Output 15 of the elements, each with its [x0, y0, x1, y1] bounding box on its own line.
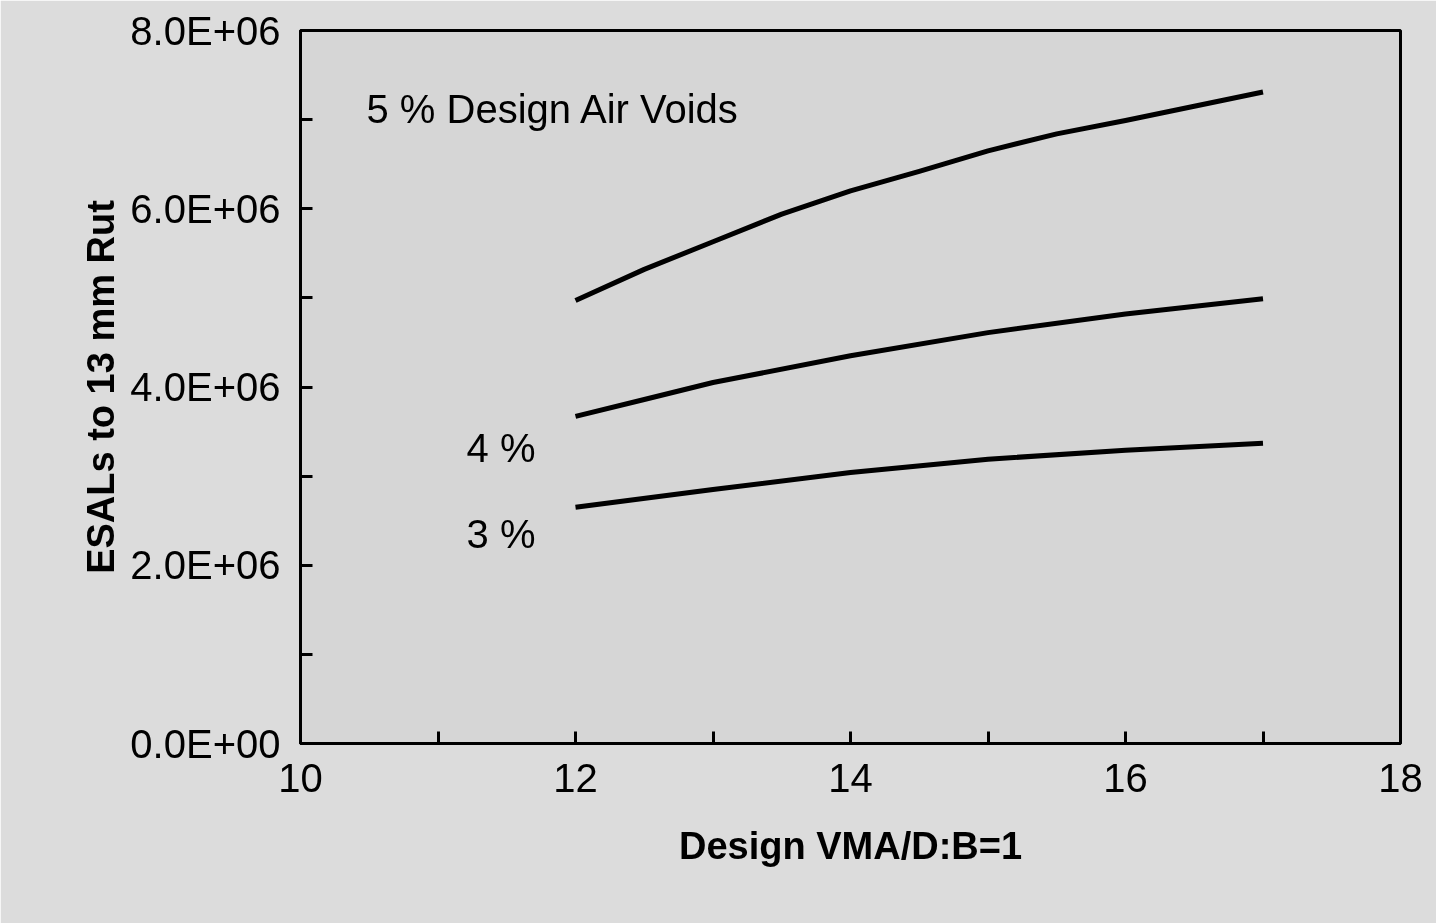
annotation: 4 %	[466, 426, 536, 471]
y-axis-title: ESALs to 13 mm Rut	[80, 199, 123, 574]
annotation: 3 %	[466, 512, 536, 557]
x-axis-title: Design VMA/D:B=1	[678, 824, 1023, 867]
y-tick-label: 2.0E+06	[130, 543, 281, 588]
x-tick-label: 18	[1378, 755, 1423, 800]
x-tick-label: 10	[278, 755, 323, 800]
x-tick-label: 16	[1103, 755, 1148, 800]
annotation: 5 % Design Air Voids	[366, 86, 738, 131]
y-tick-label: 4.0E+06	[130, 365, 281, 409]
y-tick-label: 0.0E+00	[130, 721, 281, 766]
y-tick-label: 8.0E+06	[130, 8, 281, 53]
x-tick-label: 14	[828, 755, 873, 800]
y-tick-label: 6.0E+06	[130, 186, 281, 231]
x-tick-label: 12	[553, 755, 598, 800]
